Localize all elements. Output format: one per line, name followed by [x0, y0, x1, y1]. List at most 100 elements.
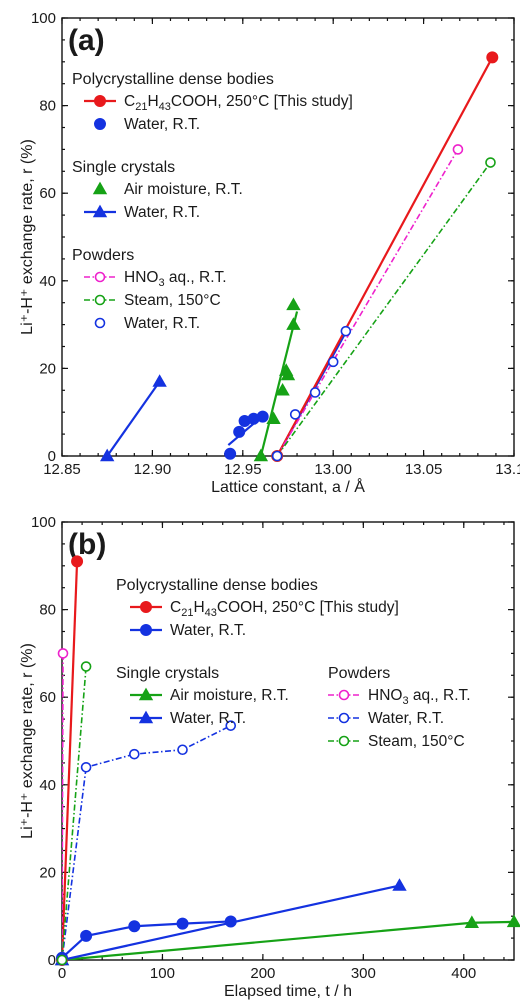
series-1-point — [256, 410, 269, 423]
legend-group-title: Polycrystalline dense bodies — [72, 71, 274, 88]
y-tick-label: 20 — [39, 360, 56, 377]
series-1-point — [176, 917, 189, 930]
legend-label: Water, R.T. — [124, 315, 200, 332]
series-0-point — [71, 555, 84, 568]
legend-marker — [94, 271, 106, 283]
x-tick-label: 12.95 — [224, 461, 262, 478]
series-4-line — [62, 653, 64, 960]
x-axis-title: Lattice constant, a / Å — [211, 477, 365, 496]
legend-group-title: Single crystals — [116, 665, 219, 682]
series-2-point — [266, 411, 281, 425]
series-5-line — [62, 724, 232, 960]
series-1-point — [224, 447, 237, 460]
series-2-point — [286, 297, 301, 311]
legend-group-title: Powders — [72, 247, 134, 264]
legend-label: C21H43COOH, 250°C [This study] — [170, 599, 399, 619]
series-2-point — [464, 915, 479, 929]
y-tick-label: 100 — [31, 514, 56, 531]
legend-label: Water, R.T. — [124, 116, 200, 133]
y-tick-label: 20 — [39, 864, 56, 881]
legend-group-title: Single crystals — [72, 159, 175, 176]
series-6-point — [289, 409, 301, 420]
y-tick-label: 0 — [48, 952, 56, 969]
series-4-point — [57, 648, 69, 659]
series-6-point — [56, 954, 68, 966]
series-2-point — [286, 317, 301, 330]
x-tick-label: 12.90 — [134, 461, 172, 478]
series-6-point — [327, 356, 339, 368]
x-tick-label: 200 — [250, 965, 275, 982]
series-6-point — [309, 387, 321, 398]
legend-label: Steam, 150°C — [124, 292, 221, 309]
legend-marker — [138, 710, 154, 724]
series-6-point — [80, 661, 92, 672]
series-3-point — [100, 448, 115, 462]
legend-marker — [94, 118, 106, 130]
series-6-line — [62, 666, 87, 960]
series-5-point — [177, 744, 188, 756]
legend-label: Steam, 150°C — [368, 733, 465, 750]
x-axis-title: Elapsed time, t / h — [224, 983, 352, 1000]
series-2-point — [280, 367, 296, 381]
series-1-point — [80, 929, 93, 942]
fit-line — [259, 311, 299, 456]
x-tick-label: 13.05 — [405, 461, 443, 478]
series-1-point — [233, 425, 246, 438]
y-tick-label: 60 — [39, 689, 56, 706]
legend-label: Water, R.T. — [170, 710, 246, 727]
series-4-line — [276, 148, 459, 456]
x-tick-label: 13.00 — [314, 461, 352, 478]
legend-marker — [338, 689, 350, 701]
legend-marker — [338, 735, 350, 747]
series-3-point — [152, 374, 167, 387]
series-5-point — [485, 157, 496, 168]
legend-marker — [94, 294, 106, 306]
series-6-point — [271, 450, 283, 462]
x-tick-label: 12.85 — [43, 461, 81, 478]
series-1-point — [224, 915, 237, 928]
legend-label: Air moisture, R.T. — [124, 181, 243, 198]
legend-marker — [138, 687, 154, 701]
series-2-point — [275, 382, 290, 396]
x-tick-label: 13.10 — [495, 461, 520, 478]
legend-marker — [94, 317, 106, 329]
legend-marker — [92, 181, 108, 195]
legend-label: HNO3 aq., R.T. — [368, 687, 471, 707]
legend-label: C21H43COOH, 250°C [This study] — [124, 93, 353, 113]
series-5-point — [129, 748, 140, 760]
legend-label: HNO3 aq., R.T. — [124, 269, 227, 289]
series-0-line — [276, 56, 494, 456]
series-6-point — [340, 325, 352, 337]
series-0-point — [486, 51, 499, 64]
series-3-point — [392, 878, 407, 891]
legend-marker — [140, 601, 152, 613]
series-2-point — [506, 914, 520, 928]
legend-marker — [140, 624, 152, 636]
series-0-line — [62, 561, 79, 960]
series-5-line — [276, 162, 492, 456]
y-tick-label: 80 — [39, 98, 56, 115]
legend-label: Water, R.T. — [124, 204, 200, 221]
legend-label: Water, R.T. — [368, 710, 444, 727]
panel-label: (b) — [68, 528, 106, 561]
legend-group-title: Polycrystalline dense bodies — [116, 577, 318, 594]
x-tick-label: 300 — [351, 965, 376, 982]
y-tick-label: 40 — [39, 777, 56, 794]
y-tick-label: 60 — [39, 185, 56, 202]
y-axis-title: Li⁺-H⁺ exchange rate, r (%) — [19, 139, 36, 335]
legend-marker — [94, 95, 106, 107]
data-layer — [62, 561, 514, 960]
series-3-line — [106, 380, 161, 456]
series-2-point — [253, 448, 269, 462]
y-tick-label: 100 — [31, 10, 56, 27]
legend-label: Water, R.T. — [170, 622, 246, 639]
x-tick-label: 400 — [451, 965, 476, 982]
panel-label: (a) — [68, 24, 105, 57]
x-tick-label: 100 — [150, 965, 175, 982]
y-tick-label: 80 — [39, 602, 56, 619]
series-4-point — [452, 144, 464, 155]
legend-group-title: Powders — [328, 665, 390, 682]
legend-label: Air moisture, R.T. — [170, 687, 289, 704]
y-tick-label: 0 — [48, 448, 56, 465]
panel-b-chart: 0 100 200 300 400 0 20 40 60 80 100 Elapsed time, t… — [19, 514, 520, 1000]
